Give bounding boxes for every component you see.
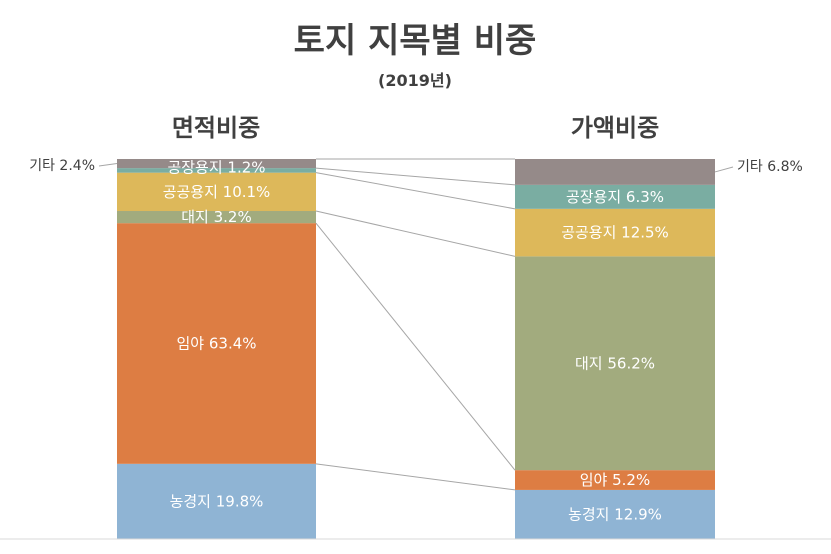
chart-subtitle: (2019년): [378, 71, 452, 90]
area-label-factory-site: 공장용지 1.2%: [167, 158, 265, 176]
value-bar-segment-other: [515, 159, 715, 185]
value-label-other: 기타 6.8%: [737, 159, 803, 175]
segment-labels: 농경지 19.8% 임야 63.4% 대지 3.2% 공공용지 10.1% 공장용지 1…: [29, 158, 803, 523]
value-bar-segment-building-site: [515, 256, 715, 471]
connector-public-land: [315, 172, 516, 210]
connector-farmland: [315, 463, 516, 491]
value-label-farmland: 농경지 12.9%: [568, 505, 662, 523]
area-bar-segment-building-site: [117, 211, 316, 224]
connector-building-site: [315, 210, 516, 257]
area-label-other: 기타 2.4%: [29, 158, 95, 174]
value-bar-segment-forest: [515, 470, 715, 490]
value-label-leader-other: [714, 166, 734, 173]
area-label-building-site: 대지 3.2%: [181, 208, 251, 226]
value-label-public-land: 공공용지 12.5%: [561, 224, 669, 242]
area-bar-segment-forest: [117, 223, 316, 464]
stacked-bars: [117, 159, 715, 539]
area-label-leader-other: [98, 163, 118, 167]
value-bar-segment-factory-site: [515, 184, 715, 209]
area-label-farmland: 농경지 19.8%: [170, 492, 264, 510]
value-label-forest: 임야 5.2%: [580, 471, 650, 489]
value-bar-segment-public-land: [515, 208, 715, 257]
chart-title: 토지 지목별 비중: [294, 21, 537, 61]
value-bar-segment-farmland: [515, 489, 715, 539]
connector-forest: [315, 222, 516, 471]
area-bar-segment-other: [117, 159, 316, 169]
value-share-column-title: 가액비중: [571, 114, 659, 142]
area-label-public-land: 공공용지 10.1%: [163, 183, 271, 201]
value-label-building-site: 대지 56.2%: [575, 354, 655, 372]
category-connectors: [315, 158, 516, 491]
area-label-forest: 임야 63.4%: [176, 334, 256, 352]
connector-factory-site: [315, 167, 516, 186]
area-bar-segment-public-land: [117, 172, 316, 212]
value-label-factory-site: 공장용지 6.3%: [566, 188, 664, 206]
area-bar-segment-factory-site: [117, 168, 316, 173]
area-bar-segment-farmland: [117, 463, 316, 539]
area-share-column-title: 면적비중: [172, 114, 260, 142]
